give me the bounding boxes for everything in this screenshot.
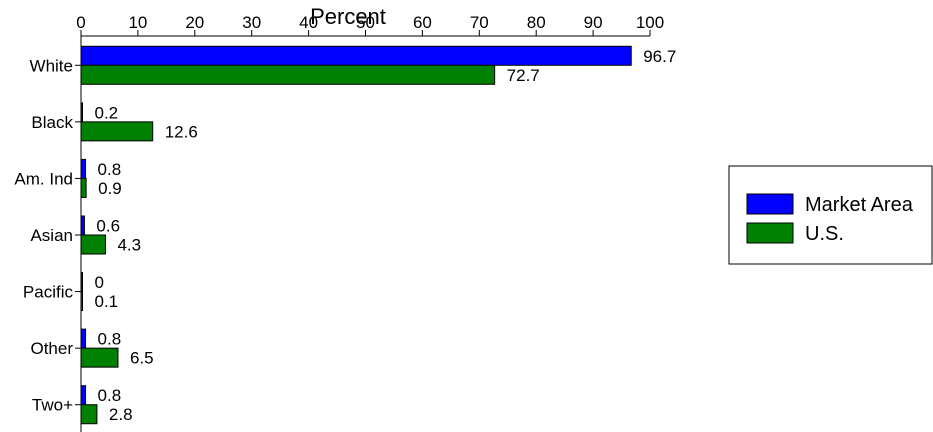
x-tick-label: 60 bbox=[413, 13, 432, 32]
category-label: White bbox=[30, 56, 73, 75]
bar-us bbox=[80, 64, 496, 85]
category-label: Asian bbox=[30, 226, 73, 245]
legend-label: U.S. bbox=[805, 223, 844, 245]
data-label: 0.8 bbox=[98, 330, 122, 349]
bar-market-area bbox=[80, 158, 87, 179]
bar-market-area bbox=[80, 385, 87, 406]
bar-market-area bbox=[80, 272, 83, 293]
category-label: Pacific bbox=[23, 283, 74, 302]
plot-area: 96.772.70.212.60.80.90.64.300.10.86.50.8… bbox=[80, 45, 676, 425]
bar-market-area bbox=[80, 45, 632, 66]
legend-swatch bbox=[746, 193, 794, 215]
data-label: 0.2 bbox=[95, 103, 119, 122]
data-label: 4.3 bbox=[117, 236, 141, 255]
legend-label: Market Area bbox=[805, 194, 914, 216]
legend: Market Area U.S. bbox=[728, 165, 933, 265]
legend-box bbox=[728, 165, 933, 265]
data-label: 2.8 bbox=[109, 405, 133, 424]
x-tick-label: 90 bbox=[584, 13, 603, 32]
category-label: Other bbox=[30, 339, 73, 358]
x-tick-label: 30 bbox=[242, 13, 261, 32]
x-tick-label: 100 bbox=[636, 13, 664, 32]
bar-market-area bbox=[80, 102, 83, 123]
data-label: 0.1 bbox=[95, 292, 119, 311]
data-label: 12.6 bbox=[165, 122, 198, 141]
x-tick-label: 40 bbox=[299, 13, 318, 32]
data-label: 72.7 bbox=[507, 66, 540, 85]
x-tick-label: 50 bbox=[356, 13, 375, 32]
x-axis: 0 10 20 30 40 50 60 70 80 90 100 bbox=[76, 13, 664, 37]
category-label: Two+ bbox=[32, 396, 73, 415]
x-axis-title: Percent bbox=[310, 4, 386, 29]
x-tick-label: 70 bbox=[470, 13, 489, 32]
legend-swatch bbox=[746, 222, 794, 244]
bar-market-area bbox=[80, 215, 85, 236]
bar-us bbox=[80, 234, 106, 255]
x-tick-label: 10 bbox=[128, 13, 147, 32]
bar-us bbox=[80, 404, 98, 425]
x-tick-label: 20 bbox=[185, 13, 204, 32]
data-label: 0.6 bbox=[96, 217, 120, 236]
data-label: 6.5 bbox=[130, 349, 154, 368]
bar-us bbox=[80, 177, 87, 198]
bar-us bbox=[80, 347, 119, 368]
x-tick-label: 0 bbox=[76, 13, 85, 32]
x-tick-label: 80 bbox=[527, 13, 546, 32]
category-label: Black bbox=[31, 113, 73, 132]
data-label: 0.8 bbox=[98, 386, 122, 405]
data-label: 0.9 bbox=[98, 179, 122, 198]
data-label: 0.8 bbox=[98, 160, 122, 179]
bar-market-area bbox=[80, 328, 87, 349]
bar-us bbox=[80, 121, 154, 142]
data-label: 96.7 bbox=[643, 47, 676, 66]
category-label: Am. Ind bbox=[14, 169, 73, 188]
data-label: 0 bbox=[95, 273, 104, 292]
y-axis: White Black Am. Ind Asian Pacific Other Two+ bbox=[14, 36, 82, 432]
bar-us bbox=[80, 291, 83, 312]
